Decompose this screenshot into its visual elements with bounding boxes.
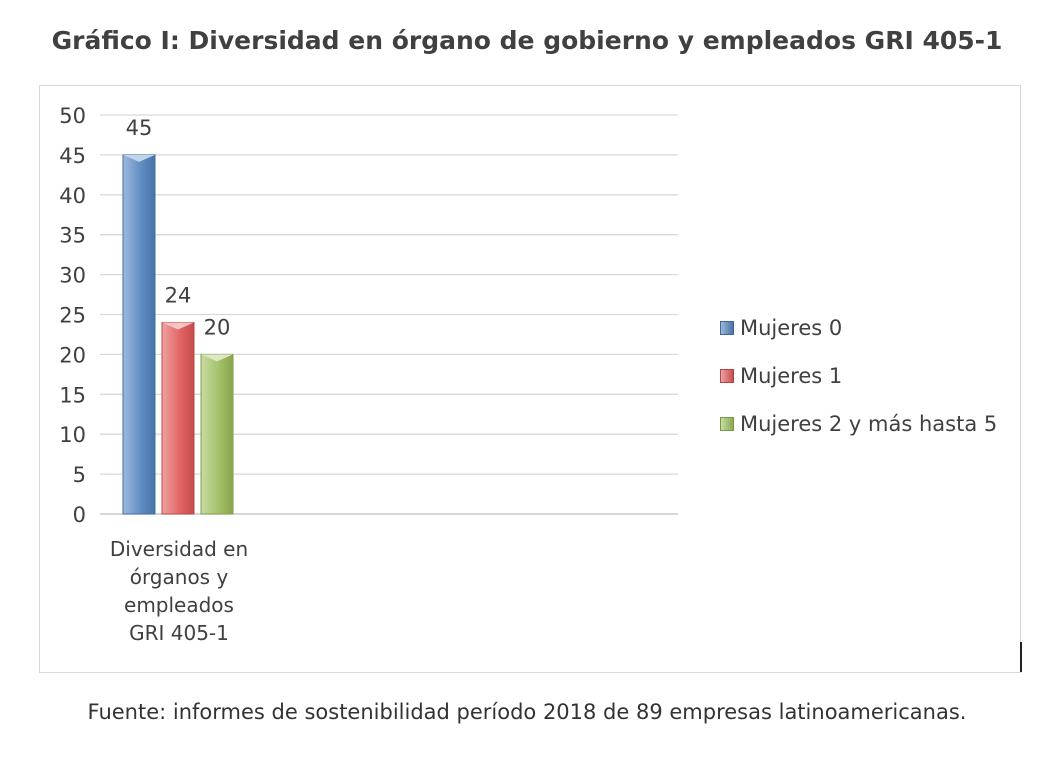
category-label-line: empleados (124, 593, 234, 617)
legend-swatch (720, 369, 734, 383)
data-label: 24 (165, 283, 192, 307)
y-tick-label: 35 (59, 224, 86, 248)
category-label-line: Diversidad en (109, 537, 249, 561)
legend-label: Mujeres 1 (740, 364, 843, 388)
y-tick-label: 30 (59, 264, 86, 288)
bar-mujeres-2-y-m-s-hasta-5 (200, 353, 234, 515)
y-tick-label: 5 (73, 463, 86, 487)
y-tick-label: 45 (59, 144, 86, 168)
legend-item: Mujeres 1 (720, 364, 997, 388)
y-tick-label: 15 (59, 383, 86, 407)
gridlines (100, 114, 678, 515)
legend-label: Mujeres 2 y más hasta 5 (740, 412, 998, 436)
bars (122, 154, 234, 515)
bar-mujeres-0 (122, 154, 156, 515)
legend-swatch (720, 321, 734, 335)
legend: Mujeres 0 Mujeres 1 Mujeres 2 y más hasta … (720, 316, 997, 460)
frame-edge-mark (1020, 642, 1022, 672)
y-tick-label: 0 (73, 503, 86, 527)
y-tick-label: 40 (59, 184, 86, 208)
bar-mujeres-1 (161, 321, 195, 515)
legend-item: Mujeres 2 y más hasta 5 (720, 412, 997, 436)
y-tick-label: 25 (59, 304, 86, 328)
y-tick-label: 20 (59, 343, 86, 367)
data-label: 45 (126, 116, 153, 140)
legend-item: Mujeres 0 (720, 316, 997, 340)
legend-label: Mujeres 0 (740, 316, 843, 340)
source-note: Fuente: informes de sostenibilidad perío… (87, 700, 967, 724)
y-axis-ticks: 0 5 10 15 20 25 30 35 40 45 50 (59, 104, 86, 527)
y-tick-label: 10 (59, 423, 86, 447)
data-labels: 45 24 20 (126, 116, 231, 340)
legend-swatch (720, 417, 734, 431)
bar-top-bevel (123, 154, 155, 162)
chart-title: Gráfico I: Diversidad en órgano de gobie… (51, 26, 1003, 55)
data-label: 20 (204, 315, 231, 339)
bar-top-bevel (162, 322, 194, 330)
bar-top-bevel (201, 354, 233, 362)
x-category-label: Diversidad en órganos y empleados GRI 405-1 (96, 535, 262, 647)
category-label-line: GRI 405-1 (129, 621, 229, 645)
y-tick-label: 50 (59, 104, 86, 128)
category-label-line: órganos y (129, 565, 229, 589)
